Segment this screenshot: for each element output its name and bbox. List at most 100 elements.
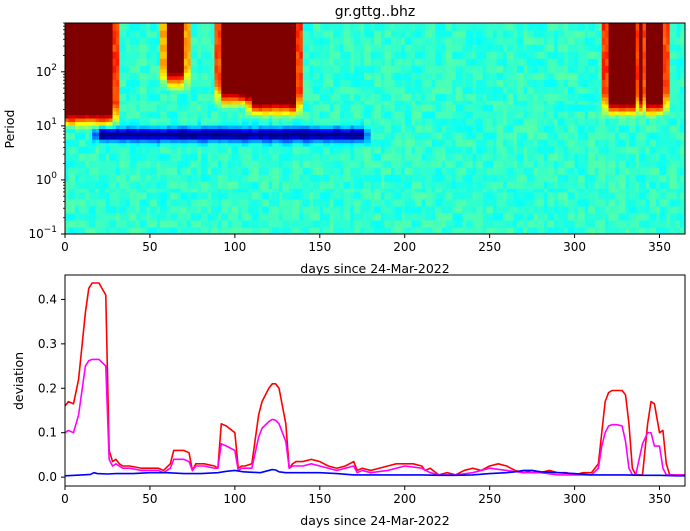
heatmap-cell [221, 61, 226, 66]
heatmap-cell [268, 100, 273, 105]
heatmap-cell [228, 146, 233, 151]
heatmap-cell [200, 163, 205, 168]
heatmap-cell [296, 44, 301, 49]
heatmap-cell [217, 51, 222, 56]
heatmap-cell [75, 128, 80, 133]
heatmap-cell [71, 202, 76, 207]
heatmap-cell [105, 198, 110, 203]
heatmap-cell [343, 54, 348, 59]
heatmap-cell [78, 96, 83, 101]
heatmap-cell [98, 174, 103, 179]
heatmap-cell [336, 195, 341, 200]
heatmap-cell [313, 135, 317, 140]
heatmap-cell [92, 58, 97, 63]
heatmap-cell [272, 188, 277, 193]
heatmap-cell [183, 72, 188, 77]
heatmap-cell [292, 65, 297, 70]
heatmap-cell [105, 188, 110, 193]
heatmap-cell [204, 128, 209, 133]
heatmap-cell [173, 86, 178, 91]
heatmap-cell [197, 110, 202, 116]
heatmap-cell [211, 149, 216, 154]
heatmap-cell [88, 75, 93, 80]
heatmap-cell [211, 177, 216, 182]
heatmap-cell [282, 174, 287, 179]
heatmap-cell [204, 219, 209, 225]
heatmap-cell [143, 205, 148, 210]
heatmap-cell [139, 33, 144, 38]
heatmap-cell [187, 223, 192, 228]
heatmap-cell [285, 230, 290, 234]
heatmap-cell [65, 117, 69, 123]
heatmap-cell [85, 216, 90, 221]
heatmap-cell [214, 96, 219, 101]
heatmap-cell [75, 202, 80, 207]
heatmap-cell [275, 114, 280, 119]
heatmap-cell [319, 139, 324, 144]
heatmap-cell [109, 156, 114, 161]
heatmap-cell [258, 58, 263, 63]
heatmap-cell [245, 174, 250, 179]
heatmap-cell [302, 30, 307, 35]
heatmap-cell [173, 75, 178, 80]
heatmap-cell [143, 170, 148, 175]
heatmap-cell [160, 26, 165, 31]
heatmap-cell [306, 230, 311, 234]
heatmap-cell [231, 142, 236, 147]
heatmap-cell [156, 205, 161, 210]
heatmap-cell [313, 181, 317, 186]
heatmap-cell [153, 44, 158, 49]
heatmap-cell [92, 135, 97, 140]
heatmap-cell [139, 79, 144, 84]
heatmap-cell [333, 160, 338, 165]
heatmap-cell [262, 212, 267, 218]
heatmap-cell [156, 79, 161, 84]
heatmap-cell [129, 103, 134, 108]
heatmap-cell [126, 223, 131, 228]
heatmap-cell [98, 110, 103, 116]
heatmap-cell [180, 223, 185, 228]
heatmap-cell [272, 40, 277, 45]
heatmap-cell [302, 212, 307, 218]
heatmap-cell [160, 209, 165, 214]
heatmap-cell [207, 198, 212, 203]
heatmap-cell [166, 191, 171, 196]
heatmap-cell [177, 223, 182, 228]
heatmap-cell [122, 167, 127, 172]
heatmap-cell [238, 107, 243, 112]
heatmap-cell [163, 61, 168, 66]
heatmap-cell [292, 146, 297, 151]
heatmap-cell [95, 146, 100, 151]
heatmap-cell [197, 135, 202, 140]
heatmap-cell [166, 177, 171, 182]
heatmap-cell [241, 30, 246, 35]
heatmap-cell [343, 79, 348, 84]
heatmap-cell [119, 181, 124, 186]
heatmap-cell [95, 209, 100, 214]
heatmap-cell [340, 89, 345, 94]
heatmap-cell [248, 139, 253, 144]
heatmap-cell [129, 82, 134, 87]
heatmap-cell [115, 65, 120, 70]
heatmap-cell [306, 160, 311, 165]
heatmap-cell [156, 160, 161, 165]
heatmap-cell [333, 58, 338, 63]
heatmap-cell [228, 37, 233, 42]
heatmap-cell [156, 61, 161, 66]
heatmap-cell [183, 30, 188, 35]
heatmap-cell [88, 47, 93, 52]
heatmap-cell [214, 110, 219, 116]
heatmap-cell [323, 184, 328, 189]
heatmap-cell [279, 86, 284, 91]
heatmap-cell [156, 107, 161, 112]
heatmap-cell [309, 230, 314, 234]
heatmap-cell [139, 37, 144, 42]
heatmap-cell [285, 202, 290, 207]
heatmap-cell [166, 226, 171, 232]
heatmap-cell [234, 107, 239, 112]
heatmap-cell [326, 96, 331, 101]
heatmap-cell [306, 188, 311, 193]
heatmap-cell [221, 124, 226, 130]
heatmap-cell [207, 82, 212, 87]
heatmap-cell [272, 139, 277, 144]
